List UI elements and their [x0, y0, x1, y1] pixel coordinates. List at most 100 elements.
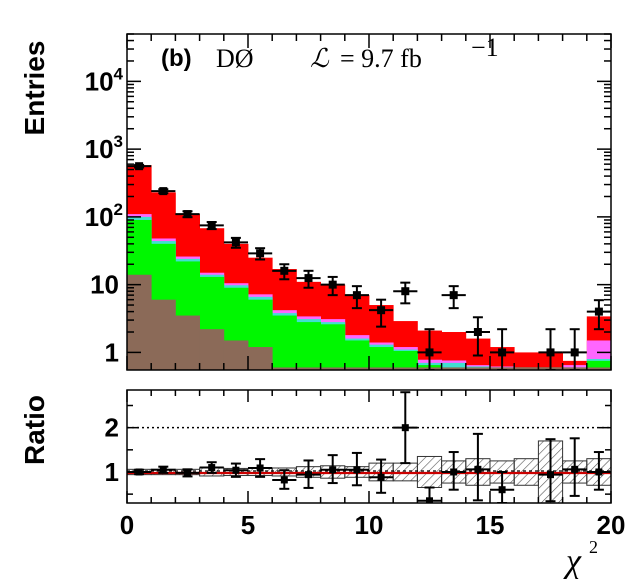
experiment-label: DØ [216, 44, 254, 73]
ratio-marker [208, 464, 216, 472]
data-marker [280, 266, 289, 275]
data-marker [304, 274, 313, 283]
data-point [465, 316, 490, 357]
data-marker [498, 348, 507, 357]
ratio-point [344, 451, 369, 487]
data-point [344, 285, 369, 310]
main-axes: 1 10 102 103 104 [85, 33, 612, 370]
y-tick-label: 104 [85, 64, 124, 96]
data-marker [352, 291, 361, 300]
hist-bar-brown [151, 299, 176, 370]
hist-bar-brown [127, 274, 152, 370]
data-point [248, 247, 273, 261]
data-marker [328, 280, 337, 289]
hist-bar-green [586, 360, 611, 370]
main-ylabel: Entries [19, 41, 50, 136]
data-points [127, 162, 611, 370]
data-marker [135, 162, 144, 171]
data-point [417, 328, 442, 370]
y-tick-label: 102 [85, 200, 123, 232]
x-tick-label: 0 [120, 510, 134, 540]
data-marker [159, 187, 168, 196]
ratio-y-tick-label: 1 [105, 457, 119, 487]
ratio-marker [329, 466, 337, 474]
hist-bar-green [320, 324, 346, 370]
data-point [538, 328, 563, 370]
ratio-point [223, 462, 248, 478]
ratio-y-tick-label: 2 [105, 413, 119, 443]
ratio-marker [401, 424, 409, 432]
data-marker [401, 287, 410, 296]
x-tick-label: 15 [476, 510, 505, 540]
hist-bar-brown [369, 367, 394, 370]
ratio-point [296, 459, 321, 489]
hist-bar-green [272, 315, 297, 370]
ratio-point [320, 454, 345, 485]
data-point [562, 328, 587, 370]
hist-bar-brown [248, 347, 273, 370]
ratio-point [417, 486, 442, 503]
stacked-histogram [127, 165, 611, 370]
panel-label: (b) [161, 45, 192, 72]
data-point [393, 281, 418, 305]
ratio-point [369, 458, 394, 494]
hist-bar-brown [320, 367, 346, 370]
data-point [369, 298, 394, 328]
hist-bar-brown [586, 367, 611, 370]
data-marker [207, 221, 216, 230]
ratio-point [393, 391, 418, 465]
ratio-marker [450, 468, 458, 476]
ratio-point [562, 437, 587, 497]
data-marker [449, 291, 458, 300]
hist-bar-green [344, 340, 370, 370]
ratio-marker [184, 469, 191, 477]
hist-bar-brown [272, 367, 297, 370]
ratio-marker [474, 465, 482, 473]
y-tick-label: 10 [90, 270, 119, 300]
ratio-point [465, 432, 490, 502]
luminosity-exponent: −1 [471, 33, 499, 62]
ratio-marker [256, 464, 264, 472]
ratio-marker [353, 466, 361, 474]
ratio-marker [571, 465, 579, 473]
ratio-points [127, 391, 611, 503]
ratio-point [175, 468, 200, 478]
hist-bar-green [393, 350, 418, 370]
x-tick-label: 5 [241, 510, 255, 540]
ratio-point [441, 451, 466, 491]
y-tick-label: 103 [85, 132, 123, 164]
hist-bar-green [369, 347, 394, 370]
data-marker [183, 210, 192, 219]
luminosity-symbol: ℒ [310, 44, 330, 73]
x-axis-superscript: 2 [589, 537, 598, 557]
ratio-ylabel: Ratio [19, 395, 50, 465]
data-marker [231, 238, 240, 247]
ratio-point [490, 470, 515, 503]
data-point [175, 210, 200, 219]
x-tick-label: 20 [597, 510, 626, 540]
plot-annotation: (b) DØ ℒ = 9.7 fb −1 [161, 33, 499, 73]
hist-bar-brown [223, 340, 249, 370]
data-point [296, 269, 321, 289]
data-point [199, 221, 224, 231]
ratio-marker [377, 473, 385, 481]
ratio-marker [305, 471, 312, 479]
data-point [272, 263, 297, 281]
hist-bar-red [514, 352, 539, 370]
ratio-point [151, 465, 176, 474]
ratio-point [248, 458, 273, 478]
x-axis-variable: χ [563, 543, 582, 580]
x-axis-label: χ 2 [563, 537, 598, 580]
hist-bar-green [296, 322, 321, 370]
hist-bar-brown [393, 367, 418, 370]
hist-bar-brown [344, 367, 370, 370]
hist-bar-cyan [441, 362, 467, 370]
data-marker [473, 328, 482, 337]
ratio-marker [232, 466, 240, 474]
ratio-marker [547, 471, 554, 479]
ratio-axes: 120 5 10 15 20 [105, 390, 626, 540]
data-marker [594, 307, 603, 316]
luminosity-value: = 9.7 fb [340, 44, 422, 73]
data-point [151, 187, 176, 196]
x-tick-label: 10 [355, 510, 384, 540]
